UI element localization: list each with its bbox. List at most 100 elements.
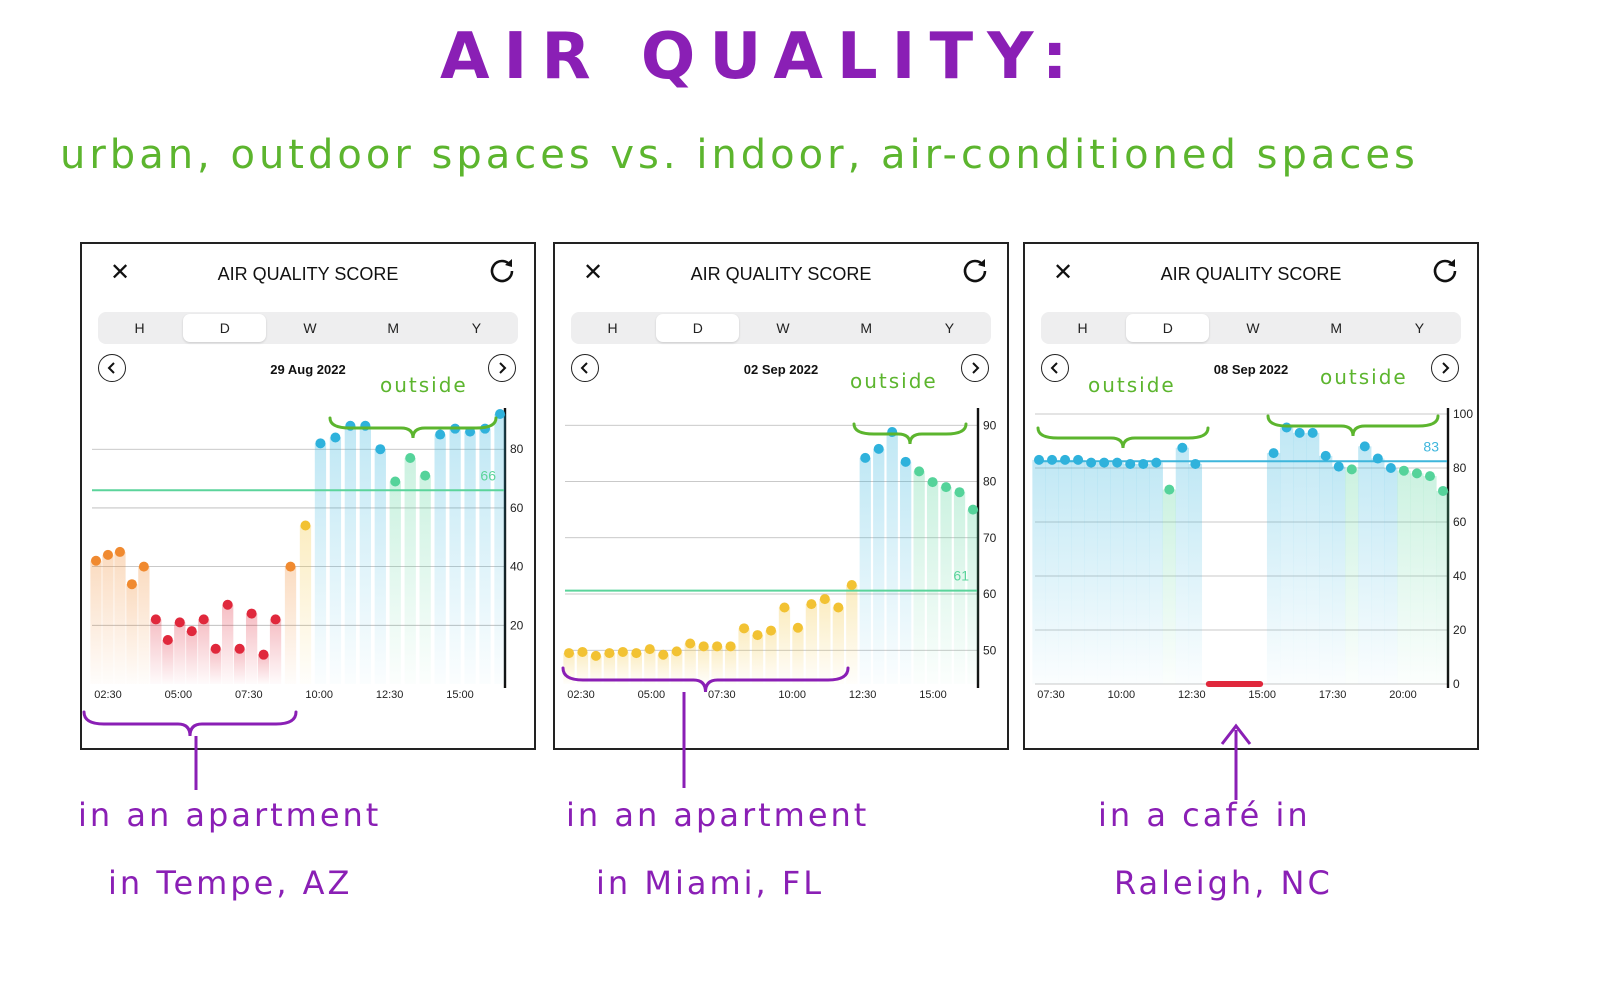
next-day-button[interactable] <box>961 354 989 382</box>
value-bar <box>1032 459 1046 684</box>
panel-title: AIR QUALITY SCORE <box>690 264 872 284</box>
data-point <box>390 476 401 487</box>
average-label: 83 <box>1423 438 1439 454</box>
data-point <box>564 648 574 659</box>
close-icon[interactable]: ✕ <box>583 259 604 286</box>
segment-y[interactable]: Y <box>471 320 482 336</box>
data-point <box>644 644 655 655</box>
value-bar <box>724 646 737 684</box>
y-tick-label: 70 <box>983 531 997 545</box>
value-bar <box>449 428 461 684</box>
value-bar <box>1332 466 1346 684</box>
segment-d[interactable]: D <box>1126 314 1210 342</box>
segment-h[interactable]: H <box>1077 320 1088 336</box>
data-point <box>1099 457 1110 468</box>
chevron-right-icon <box>499 362 507 374</box>
previous-day-button[interactable] <box>1041 354 1069 382</box>
refresh-icon[interactable] <box>488 256 516 284</box>
refresh-icon[interactable] <box>961 256 989 284</box>
x-tick-label: 12:30 <box>376 689 404 701</box>
close-icon[interactable]: ✕ <box>1053 259 1074 286</box>
data-point <box>658 649 669 660</box>
data-point <box>860 452 871 463</box>
segment-w[interactable]: W <box>303 320 317 336</box>
segment-d[interactable]: D <box>183 314 267 342</box>
close-icon[interactable]: ✕ <box>110 259 131 286</box>
value-bar <box>1371 458 1385 684</box>
value-bar <box>479 428 491 684</box>
data-point <box>300 520 311 531</box>
value-bar <box>314 443 327 684</box>
value-bar <box>464 431 476 684</box>
y-tick-label: 40 <box>1453 569 1467 583</box>
segment-y[interactable]: Y <box>944 320 955 336</box>
next-day-button[interactable] <box>1431 354 1459 382</box>
chevron-left-icon <box>580 362 588 374</box>
next-day-button[interactable] <box>488 354 516 382</box>
segment-w[interactable]: W <box>1246 320 1260 336</box>
segment-y[interactable]: Y <box>1414 320 1425 336</box>
value-bar <box>245 613 258 684</box>
x-tick-label: 15:00 <box>919 689 947 701</box>
location-note: Raleigh, NC <box>1114 864 1333 902</box>
data-point <box>435 429 446 440</box>
data-point <box>420 470 431 481</box>
value-bar <box>1084 462 1098 684</box>
value-bar <box>284 566 297 684</box>
data-point <box>1047 454 1058 465</box>
data-point <box>210 643 221 654</box>
value-bar <box>1149 462 1163 684</box>
segment-m[interactable]: M <box>1330 320 1343 336</box>
value-bar <box>778 607 791 684</box>
segment-m[interactable]: M <box>387 320 400 336</box>
refresh-icon[interactable] <box>1431 256 1459 284</box>
segment-m[interactable]: M <box>860 320 873 336</box>
y-tick-label: 50 <box>983 643 997 657</box>
value-bar <box>1279 427 1294 684</box>
value-bar <box>953 492 966 684</box>
y-tick-label: 100 <box>1453 407 1473 421</box>
data-point <box>968 504 978 515</box>
x-tick-label: 15:00 <box>446 689 474 701</box>
value-bar <box>269 619 282 684</box>
location-note: in Miami, FL <box>596 864 825 902</box>
segment-h[interactable]: H <box>607 320 618 336</box>
page-subtitle: urban, outdoor spaces vs. indoor, air-co… <box>60 132 1419 178</box>
data-point <box>198 614 209 625</box>
location-note: in an apartment <box>78 796 382 834</box>
value-bar <box>434 434 446 684</box>
data-point <box>846 580 857 590</box>
value-bar <box>819 599 831 684</box>
data-point <box>833 602 844 613</box>
data-point <box>315 438 326 449</box>
value-bar <box>940 487 952 684</box>
segment-h[interactable]: H <box>134 320 145 336</box>
panel-title: AIR QUALITY SCORE <box>217 264 399 284</box>
value-bar <box>926 482 939 684</box>
chevron-left-icon <box>107 362 115 374</box>
chart-date: 08 Sep 2022 <box>1213 362 1289 377</box>
data-point <box>102 549 113 560</box>
data-point <box>604 648 615 659</box>
data-point <box>258 649 269 660</box>
data-point <box>1372 453 1383 464</box>
data-point <box>712 641 723 652</box>
value-bar <box>233 648 246 684</box>
x-tick-label: 07:30 <box>708 689 736 701</box>
previous-day-button[interactable] <box>98 354 126 382</box>
data-point <box>1320 450 1331 461</box>
data-point <box>1164 484 1175 495</box>
value-bar <box>299 525 312 684</box>
data-point <box>345 420 356 431</box>
data-point <box>1177 442 1188 453</box>
data-point <box>819 594 830 605</box>
data-point <box>671 646 682 657</box>
segment-d[interactable]: D <box>656 314 740 342</box>
previous-day-button[interactable] <box>571 354 599 382</box>
data-point <box>806 599 817 610</box>
data-point <box>126 579 137 590</box>
data-point <box>954 487 965 498</box>
value-bar <box>174 622 186 684</box>
data-point <box>375 444 386 455</box>
segment-w[interactable]: W <box>776 320 790 336</box>
